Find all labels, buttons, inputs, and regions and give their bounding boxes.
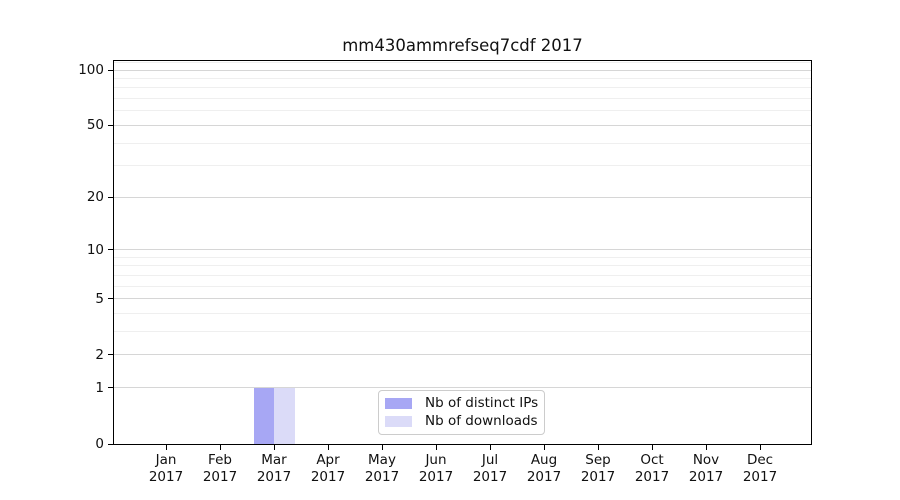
x-tick-label: Nov 2017 [688, 452, 724, 485]
legend-item-distinct-ips: Nb of distinct IPs [385, 395, 544, 412]
x-axis-tick [651, 445, 653, 450]
major-gridline [114, 298, 811, 300]
major-gridline [114, 249, 811, 251]
x-tick-label: Mar 2017 [256, 452, 292, 485]
minor-gridline [114, 61, 811, 63]
x-axis-tick [273, 445, 275, 450]
major-gridline [114, 69, 811, 71]
bar-downloads [274, 387, 295, 444]
minor-gridline [114, 98, 811, 100]
y-axis-tick [108, 298, 114, 300]
x-tick-label: Jul 2017 [472, 452, 508, 485]
bar-distinct-ips [253, 387, 274, 444]
legend-swatch-downloads [385, 416, 412, 428]
y-axis-tick [108, 69, 114, 71]
legend: Nb of distinct IPs Nb of downloads [378, 390, 545, 435]
plot-area [113, 60, 812, 445]
minor-gridline [114, 313, 811, 315]
y-axis-tick [108, 443, 114, 445]
y-tick-label: 50 [86, 117, 104, 134]
x-tick-label: Feb 2017 [202, 452, 238, 485]
legend-label-distinct-ips: Nb of distinct IPs [425, 394, 539, 411]
x-axis-tick [165, 445, 167, 450]
x-tick-label: Oct 2017 [634, 452, 670, 485]
minor-gridline [114, 142, 811, 144]
y-tick-label: 1 [95, 379, 104, 396]
minor-gridline [114, 165, 811, 167]
x-tick-label: Jun 2017 [418, 452, 454, 485]
x-tick-label: May 2017 [364, 452, 400, 485]
minor-gridline [114, 265, 811, 267]
x-axis-tick [543, 445, 545, 450]
minor-gridline [114, 87, 811, 89]
major-gridline [114, 387, 811, 389]
y-tick-label: 20 [86, 189, 104, 206]
legend-item-downloads: Nb of downloads [385, 413, 544, 430]
x-tick-label: Dec 2017 [742, 452, 778, 485]
y-tick-label: 100 [78, 62, 104, 79]
y-tick-label: 5 [95, 290, 104, 307]
y-tick-label: 10 [86, 241, 104, 258]
legend-swatch-distinct-ips [385, 397, 412, 409]
x-tick-label: Jan 2017 [148, 452, 184, 485]
x-tick-label: Sep 2017 [580, 452, 616, 485]
x-axis-tick [435, 445, 437, 450]
minor-gridline [114, 110, 811, 112]
y-tick-label: 0 [95, 436, 104, 452]
minor-gridline [114, 285, 811, 287]
y-axis-tick [108, 387, 114, 389]
chart-title: mm430ammrefseq7cdf 2017 [342, 36, 583, 55]
x-tick-label: Apr 2017 [310, 452, 346, 485]
y-axis-tick [108, 124, 114, 126]
major-gridline [114, 124, 811, 126]
x-axis-tick [381, 445, 383, 450]
y-axis-tick [108, 249, 114, 251]
x-axis-tick [597, 445, 599, 450]
x-tick-label: Aug 2017 [526, 452, 562, 485]
legend-label-downloads: Nb of downloads [425, 413, 538, 430]
y-axis-tick [108, 196, 114, 198]
major-gridline [114, 354, 811, 356]
y-tick-label: 2 [95, 346, 104, 363]
x-axis-tick [759, 445, 761, 450]
x-axis-tick [705, 445, 707, 450]
y-axis-tick [108, 354, 114, 356]
x-axis-tick [219, 445, 221, 450]
minor-gridline [114, 256, 811, 258]
minor-gridline [114, 78, 811, 80]
x-axis-tick [489, 445, 491, 450]
minor-gridline [114, 275, 811, 277]
major-gridline [114, 196, 811, 198]
minor-gridline [114, 331, 811, 333]
x-axis-tick [327, 445, 329, 450]
